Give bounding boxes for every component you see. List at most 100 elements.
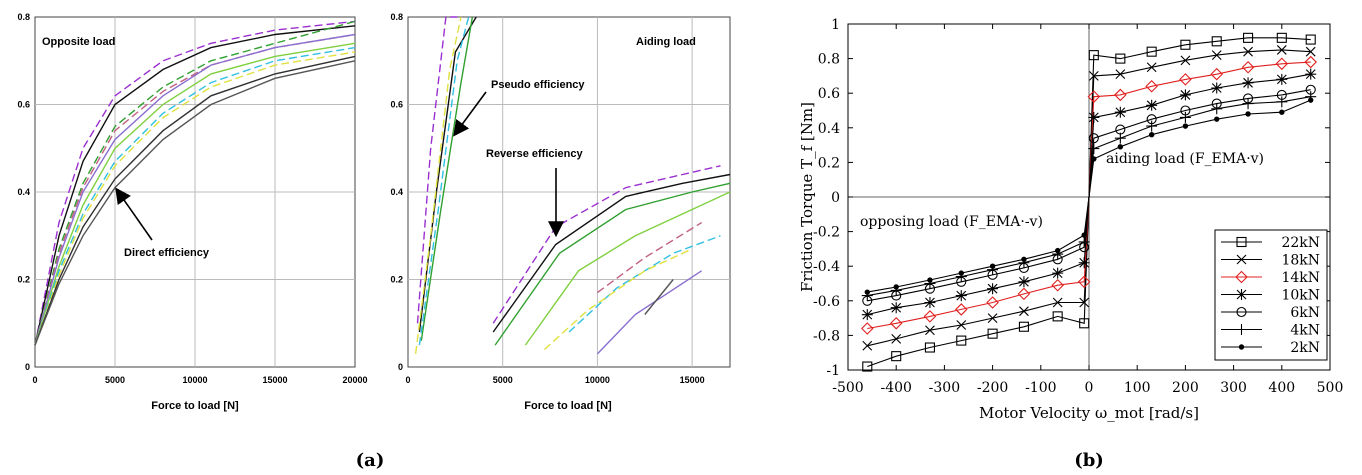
x-tick-label: 300 — [1220, 380, 1247, 396]
data-point-dot — [1182, 123, 1189, 129]
data-point-square — [1079, 318, 1090, 329]
data-point-circle — [1236, 306, 1247, 318]
annotation-direct-efficiency: Direct efficiency — [124, 247, 210, 259]
data-point-dot — [864, 289, 870, 295]
legend-label: 2kN — [1290, 340, 1320, 356]
x-axis-label: Force to load [N] — [151, 400, 239, 412]
data-point-diamond — [1275, 57, 1289, 71]
data-point-asterisk — [1242, 77, 1254, 89]
legend-label: 22kN — [1281, 235, 1320, 251]
data-point-dot — [893, 284, 899, 290]
y-tick-label: 0 — [831, 190, 840, 206]
data-point-diamond — [923, 310, 937, 323]
x-tick-label: 5000 — [493, 375, 513, 385]
y-tick-label: 0.8 — [390, 12, 403, 22]
x-tick-label: 400 — [1268, 380, 1295, 396]
y-tick-label: 0.4 — [390, 187, 403, 197]
data-point-diamond — [954, 303, 968, 316]
chart-a-left: 0 5000 10000 15000 20000 0 0.2 0.4 0.6 0.8 Force … — [17, 12, 367, 412]
data-point-asterisk — [955, 290, 967, 302]
series-line — [34, 20, 356, 346]
series-line — [596, 222, 702, 294]
data-point-diamond — [1017, 287, 1031, 301]
data-point-dot — [1238, 344, 1245, 350]
x-tick-label: -500 — [832, 380, 863, 396]
y-tick-label: 0.6 — [818, 86, 840, 102]
y-tick-label: -0.2 — [813, 225, 840, 241]
series-line — [34, 46, 356, 346]
series-line — [34, 42, 356, 346]
data-point-plus — [1146, 120, 1158, 132]
x-tick-label: 500 — [1317, 380, 1344, 396]
series-line — [418, 16, 477, 333]
series-group — [861, 32, 1317, 372]
series-line — [524, 191, 731, 346]
data-point-dot — [1214, 116, 1220, 122]
data-point-square — [1305, 34, 1316, 45]
annotation-aiding-load: aiding load (F_EMA·v) — [1106, 151, 1264, 167]
data-point-diamond — [1179, 73, 1192, 86]
data-point-square — [1115, 53, 1126, 64]
data-point-square — [1243, 32, 1254, 43]
data-point-plus — [1179, 111, 1191, 123]
data-point-asterisk — [1078, 257, 1090, 269]
series-group — [414, 16, 731, 355]
series-line — [644, 279, 674, 315]
data-point-dot — [1117, 144, 1124, 150]
data-point-dot — [1081, 232, 1087, 238]
data-point-diamond — [1304, 55, 1317, 69]
x-tick-label: 10000 — [182, 375, 207, 385]
data-point-plus — [1088, 143, 1100, 155]
y-tick-label: -0.8 — [813, 328, 840, 344]
data-point-x — [1211, 50, 1222, 61]
chart-b: -500 -400 -300 -200 -100 0 100 200 300 400 500 -1 -0… — [798, 17, 1343, 422]
legend-label: 18kN — [1281, 253, 1320, 269]
x-tick-label: 15000 — [262, 375, 287, 385]
data-point-asterisk — [924, 297, 936, 309]
data-point-asterisk — [1052, 267, 1064, 279]
data-point-asterisk — [1276, 73, 1288, 85]
data-point-asterisk — [1146, 99, 1158, 111]
data-point-x — [1079, 297, 1090, 308]
tick-labels: -500 -400 -300 -200 -100 0 100 200 300 400 500 -1 -0… — [813, 17, 1343, 396]
x-tick-label: 20000 — [342, 375, 367, 385]
data-point-plus — [1211, 103, 1223, 115]
x-axis-label: Force to load [N] — [524, 400, 612, 412]
data-point-dot — [1245, 111, 1251, 117]
series-line — [568, 235, 721, 333]
data-point-square — [1146, 46, 1157, 57]
data-point-x — [1180, 55, 1191, 66]
data-point-x — [1236, 254, 1247, 265]
y-tick-label: 0.8 — [17, 12, 30, 22]
data-point-dot — [989, 263, 996, 269]
series-line — [34, 25, 356, 346]
y-tick-label: -0.6 — [813, 294, 840, 310]
x-tick-label: 0 — [405, 375, 410, 385]
data-point-square — [1276, 32, 1287, 43]
data-point-diamond — [1145, 80, 1158, 93]
data-point-x — [1305, 46, 1316, 57]
y-tick-label: -1 — [826, 363, 840, 379]
data-point-asterisk — [1018, 276, 1030, 288]
data-point-square — [891, 351, 902, 362]
data-point-plus — [1242, 98, 1254, 110]
series-line — [34, 51, 356, 346]
y-axis-label: Friction Torque T_f [Nm] — [798, 102, 816, 292]
annotation-pseudo-efficiency: Pseudo efficiency — [491, 79, 585, 91]
data-point-diamond — [986, 296, 999, 309]
data-point-diamond — [1241, 60, 1255, 74]
y-tick-label: 0.6 — [17, 100, 30, 110]
data-point-square — [862, 361, 873, 372]
data-point-plus — [1114, 132, 1126, 144]
y-tick-label: 0.2 — [818, 155, 840, 171]
series-line — [416, 16, 458, 324]
series-line — [34, 55, 356, 346]
data-point-dot — [927, 277, 933, 283]
data-point-x — [987, 313, 998, 323]
y-tick-label: 0.2 — [390, 275, 403, 285]
x-tick-label: 0 — [32, 375, 37, 385]
y-tick-label: 0.4 — [818, 121, 840, 137]
series-line — [492, 165, 721, 324]
data-point-diamond — [889, 317, 903, 330]
